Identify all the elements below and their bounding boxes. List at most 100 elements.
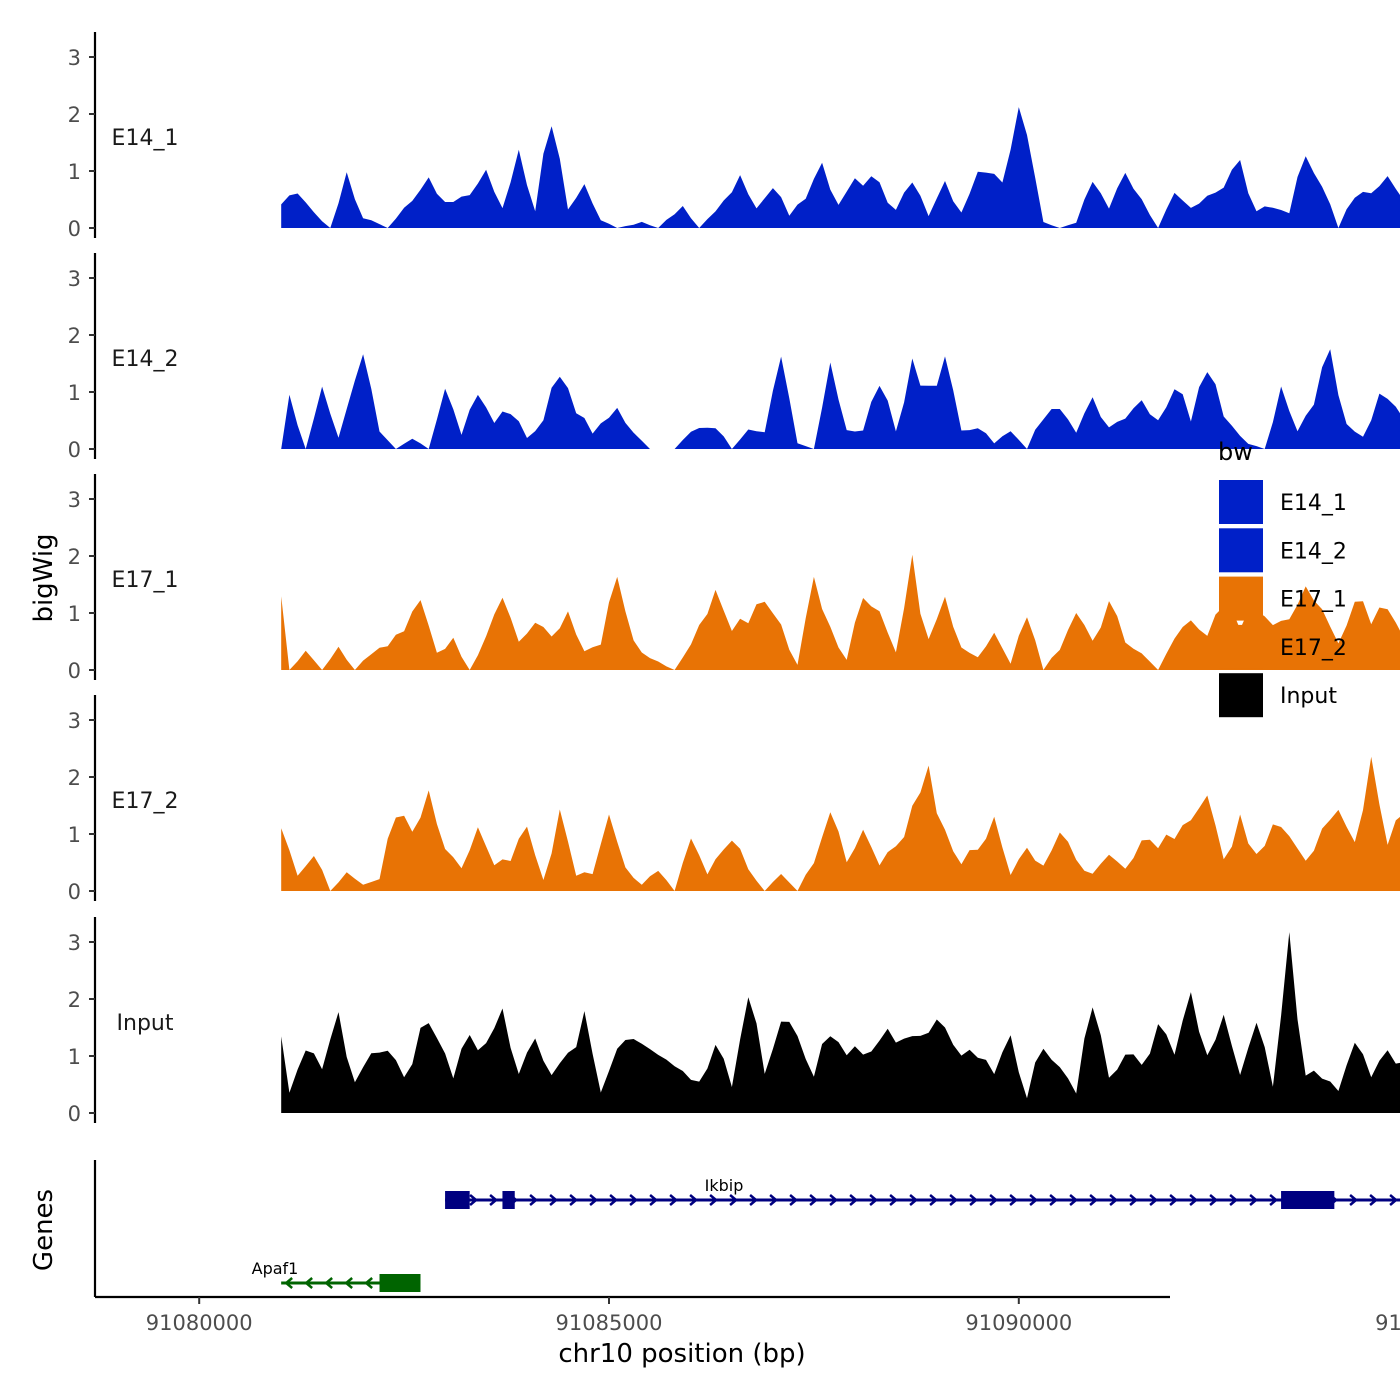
- strand-arrow: [1049, 1194, 1059, 1206]
- y-tick-label: 2: [68, 103, 81, 127]
- y-tick-label: 2: [68, 324, 81, 348]
- track-label: E17_2: [112, 789, 179, 814]
- y-tick-label: 1: [68, 160, 81, 184]
- strand-arrow: [344, 1277, 353, 1289]
- x-axis-title: chr10 position (bp): [558, 1339, 805, 1369]
- x-tick-label: 91080000: [146, 1311, 253, 1335]
- y-axis-title: bigWig: [29, 533, 59, 622]
- legend-swatch: [1219, 480, 1263, 524]
- strand-arrow: [1349, 1194, 1359, 1206]
- track-label: E14_2: [112, 347, 179, 372]
- strand-arrow: [569, 1194, 579, 1206]
- track-panel-input: 0 1 2 3 Input: [68, 917, 1400, 1126]
- strand-arrow: [949, 1194, 959, 1206]
- strand-arrow: [769, 1194, 779, 1206]
- track-label: E17_1: [112, 568, 179, 593]
- legend-swatch: [1219, 576, 1263, 621]
- legend-title: bw: [1218, 438, 1253, 466]
- strand-arrow: [1069, 1194, 1079, 1206]
- strand-arrow: [469, 1194, 479, 1206]
- y-tick-label: 1: [68, 381, 81, 405]
- x-axis: 9108000091085000910900009109500091100000: [95, 1295, 1400, 1335]
- strand-arrow: [1189, 1194, 1199, 1206]
- legend-label: Input: [1280, 684, 1337, 709]
- strand-arrow: [1269, 1194, 1279, 1206]
- strand-arrow: [1109, 1194, 1119, 1206]
- y-tick-label: 3: [68, 709, 81, 733]
- y-tick-label: 2: [68, 545, 81, 569]
- y-tick-label: 3: [68, 488, 81, 512]
- legend-label: E17_1: [1280, 588, 1347, 613]
- strand-arrow: [1369, 1194, 1379, 1206]
- x-tick-label: 91085000: [556, 1311, 663, 1335]
- strand-arrow: [589, 1194, 599, 1206]
- strand-arrow: [729, 1194, 739, 1206]
- strand-arrow: [849, 1194, 859, 1206]
- strand-arrow: [629, 1194, 639, 1206]
- y-tick-label: 1: [68, 602, 81, 626]
- y-tick-label: 1: [68, 823, 81, 847]
- exon-block: [445, 1191, 470, 1209]
- strand-arrow: [869, 1194, 879, 1206]
- legend-swatch: [1219, 673, 1263, 718]
- strand-arrow: [1129, 1194, 1139, 1206]
- y-tick-label: 3: [68, 46, 81, 70]
- strand-arrow: [889, 1194, 899, 1206]
- signal-area-e14-2: [281, 349, 1400, 449]
- strand-arrow: [909, 1194, 919, 1206]
- legend-label: E14_1: [1280, 491, 1347, 516]
- y-tick-label: 0: [68, 1102, 81, 1126]
- track-panel-e17-2: 0 1 2 3 E17_2: [68, 695, 1400, 904]
- strand-arrow: [549, 1194, 559, 1206]
- y-tick-label: 0: [68, 217, 81, 241]
- strand-arrow: [1009, 1194, 1019, 1206]
- signal-area-e17-2: [281, 756, 1400, 891]
- strand-arrow: [529, 1194, 539, 1206]
- strand-arrow: [284, 1277, 293, 1289]
- gene-apaf1: Apaf1: [252, 1259, 421, 1292]
- gene-label: Ikbip: [705, 1176, 744, 1195]
- track-label: Input: [117, 1011, 174, 1036]
- strand-arrow: [789, 1194, 799, 1206]
- y-tick-label: 0: [68, 659, 81, 683]
- strand-arrow: [1389, 1194, 1399, 1206]
- strand-arrow: [989, 1194, 999, 1206]
- legend: bw E14_1 E14_2 E17_1 E17_2 Input: [1218, 438, 1347, 718]
- strand-arrow: [304, 1277, 313, 1289]
- strand-arrow: [829, 1194, 839, 1206]
- exon-block: [1281, 1191, 1335, 1209]
- signal-area-input: [281, 932, 1400, 1113]
- y-tick-label: 1: [68, 1045, 81, 1069]
- strand-arrow: [969, 1194, 979, 1206]
- strand-arrow: [1029, 1194, 1039, 1206]
- y-tick-label: 0: [68, 438, 81, 462]
- strand-arrow: [324, 1277, 333, 1289]
- strand-arrow: [609, 1194, 619, 1206]
- legend-swatch: [1219, 528, 1263, 573]
- signal-area-e17-1: [281, 554, 1400, 670]
- legend-label: E17_2: [1280, 636, 1347, 661]
- strand-arrow: [1169, 1194, 1179, 1206]
- legend-label: E14_2: [1280, 539, 1347, 564]
- gene-ikbip: Ikbip: [445, 1176, 1400, 1209]
- strand-arrow: [489, 1194, 499, 1206]
- strand-arrow: [689, 1194, 699, 1206]
- strand-arrow: [929, 1194, 939, 1206]
- legend-swatch: [1219, 624, 1263, 669]
- exon-block: [502, 1191, 515, 1209]
- tracks-layer: 0 1 2 3 E14_1 0 1 2 3 E14_2 0 1 2 3 E17_1 0 1 2 3 E17_2 0 1 2 3…: [68, 32, 1400, 1126]
- strand-arrow: [809, 1194, 819, 1206]
- x-tick-label: 91095000: [1375, 1311, 1400, 1335]
- y-tick-label: 2: [68, 988, 81, 1012]
- signal-area-e14-1: [281, 107, 1400, 228]
- strand-arrow: [669, 1194, 679, 1206]
- y-tick-label: 0: [68, 880, 81, 904]
- strand-arrow: [749, 1194, 759, 1206]
- strand-arrow: [649, 1194, 659, 1206]
- track-panel-e17-1: 0 1 2 3 E17_1: [68, 474, 1400, 683]
- strand-arrow: [1149, 1194, 1159, 1206]
- y-tick-label: 3: [68, 267, 81, 291]
- strand-arrow: [364, 1277, 373, 1289]
- track-label: E14_1: [112, 126, 179, 151]
